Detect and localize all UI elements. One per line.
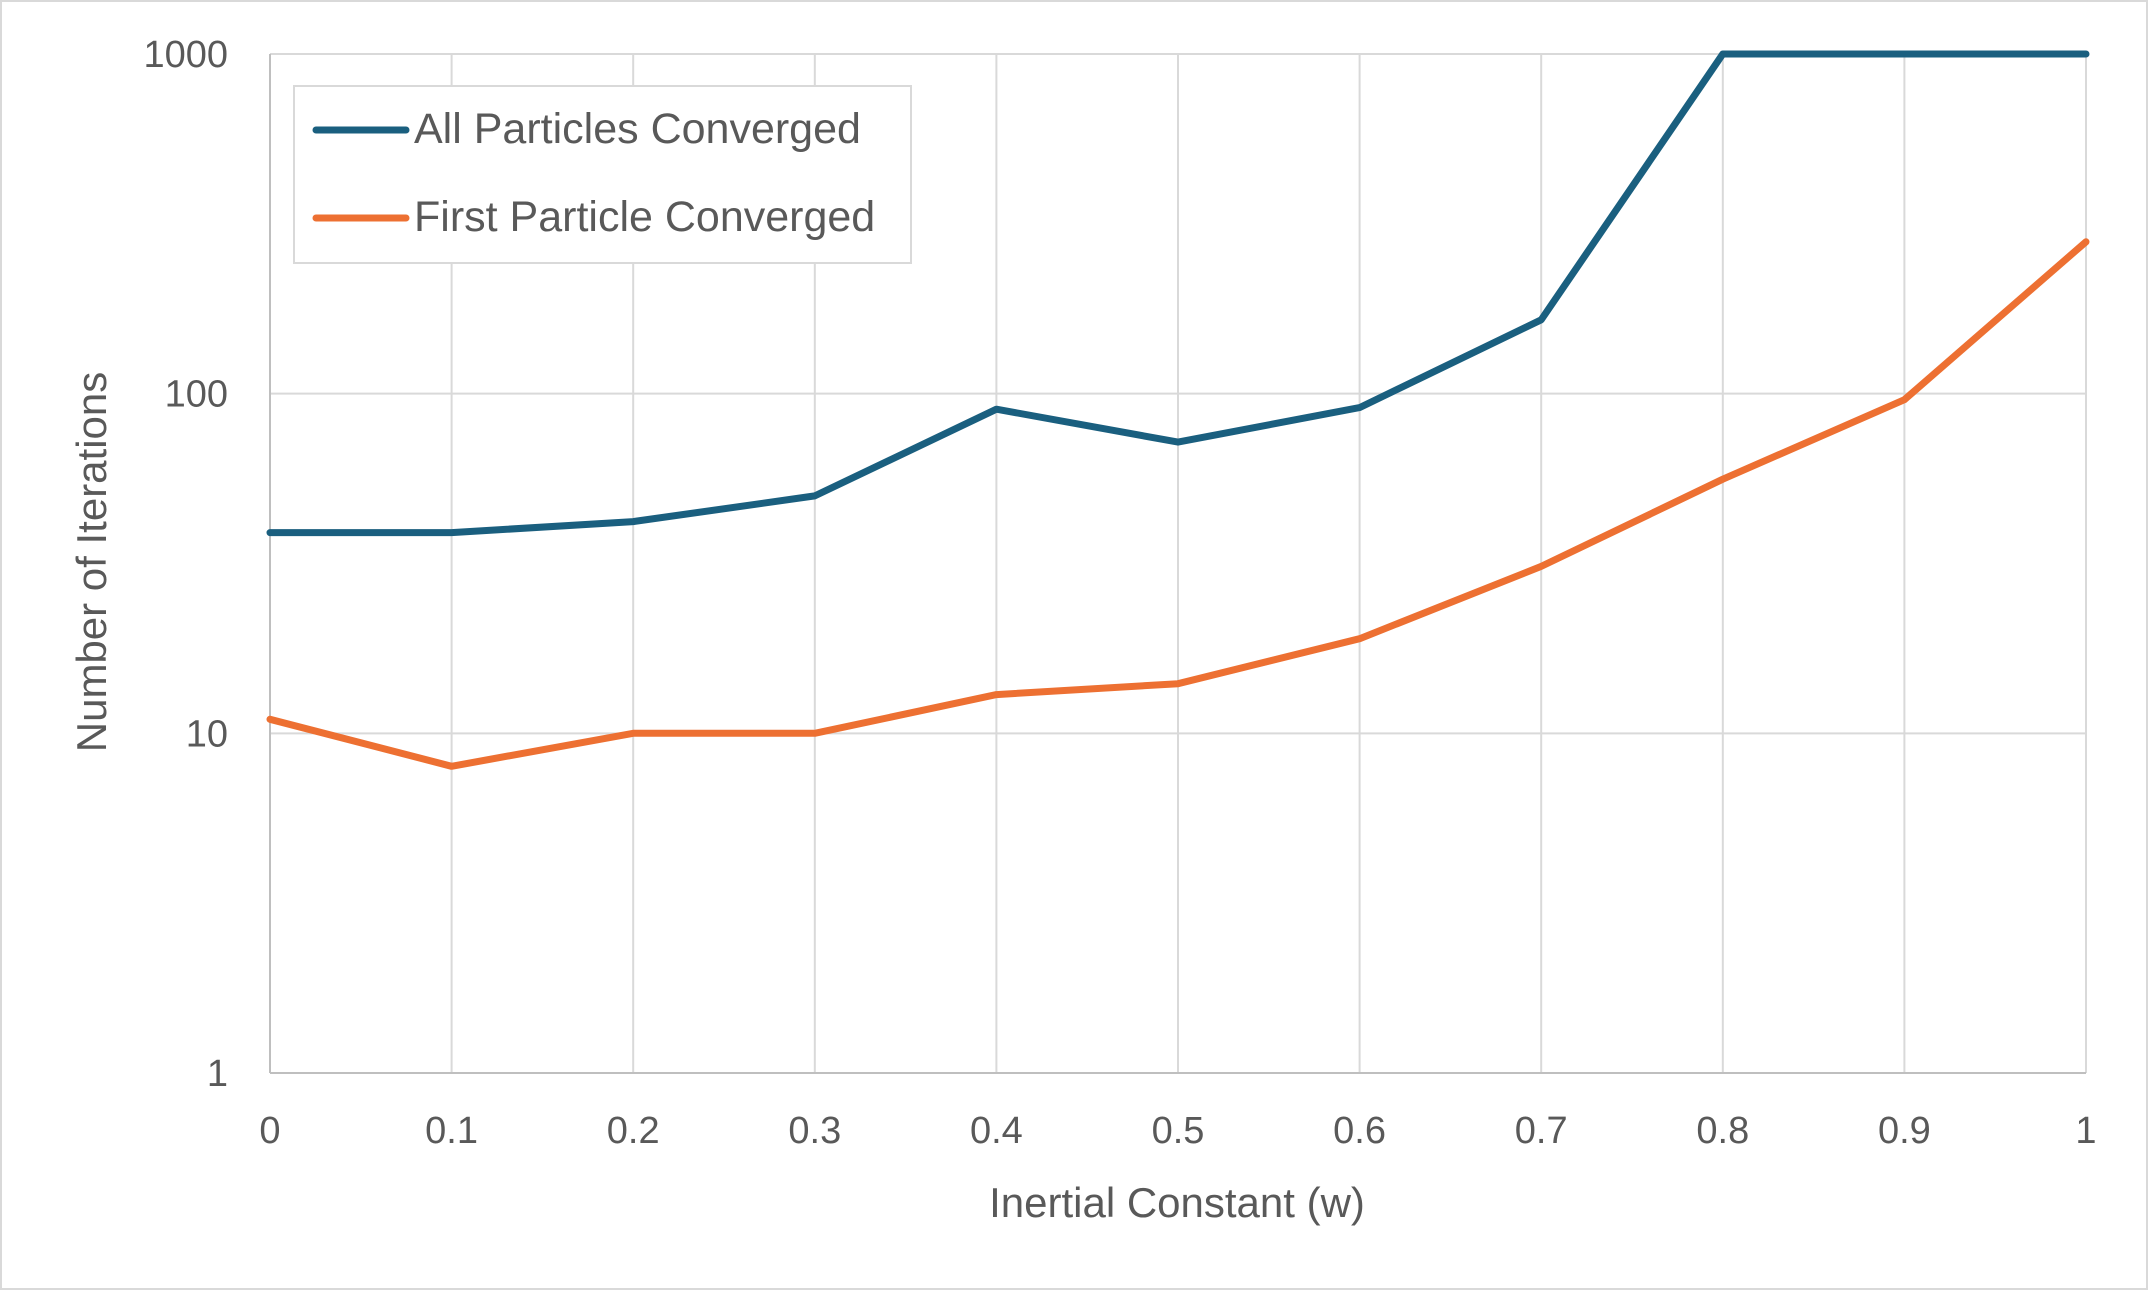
tick-labels: 1 10 100 1000 0 0.1 0.2 0.3 0.4 0.5 0.6 0.7 0.8 0.9 1: [143, 34, 2096, 1152]
y-tick-label: 10: [186, 713, 228, 755]
x-tick-label: 1: [2075, 1110, 2096, 1152]
legend-box: [293, 85, 912, 264]
axes: [269, 54, 2086, 1074]
x-axis-title: Inertial Constant (w): [989, 1179, 1365, 1226]
x-tick-label: 0.6: [1333, 1110, 1386, 1152]
x-tick-label: 0.3: [788, 1110, 841, 1152]
series-line-all-particles: [266, 50, 2090, 537]
x-tick-label: 0.9: [1878, 1110, 1931, 1152]
y-tick-label: 100: [165, 374, 228, 416]
y-tick-label: 1: [207, 1053, 228, 1095]
x-tick-label: 0.1: [425, 1110, 478, 1152]
x-tick-label: 0: [259, 1110, 280, 1152]
x-tick-label: 0.2: [607, 1110, 660, 1152]
legend-label-all-particles: All Particles Converged: [414, 105, 861, 153]
series-line-first-particle: [266, 238, 2090, 770]
legend-label-first-particle: First Particle Converged: [414, 193, 875, 241]
x-tick-label: 0.7: [1515, 1110, 1568, 1152]
series-lines: [266, 50, 2090, 770]
x-tick-label: 0.8: [1696, 1110, 1749, 1152]
x-tick-label: 0.4: [970, 1110, 1023, 1152]
y-axis-title: Number of Iterations: [68, 372, 115, 753]
y-tick-label: 1000: [143, 34, 228, 76]
x-tick-label: 0.5: [1152, 1110, 1205, 1152]
legend: All Particles Converged First Particle C…: [293, 85, 912, 264]
